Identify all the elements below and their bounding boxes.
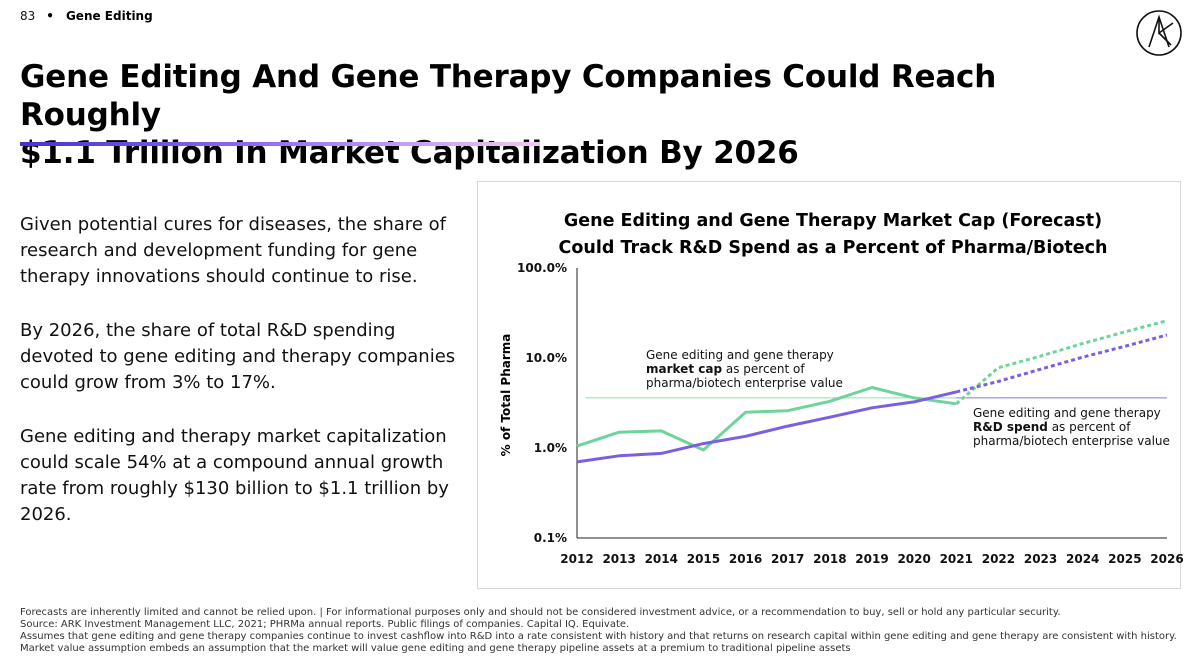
x-tick-label: 2012 — [560, 552, 593, 566]
header-separator: • — [46, 9, 54, 23]
annotation-market-cap-post: as percent of — [725, 362, 805, 376]
footer-line-1: Forecasts are inherently limited and can… — [20, 607, 1061, 618]
x-tick-label: 2018 — [813, 552, 846, 566]
chart-frame — [477, 181, 1181, 589]
title-line-2: $1.1 Trillion In Market Capitalization B… — [20, 135, 799, 171]
series-forecast-line-rd_spend — [955, 333, 1168, 394]
section-name: Gene Editing — [65, 9, 153, 23]
title-underline — [20, 142, 540, 146]
annotation-rd-spend-pre: Gene editing and gene therapy — [973, 406, 1161, 420]
footer-line-3: Assumes that gene editing and gene thera… — [20, 631, 1177, 654]
chart-title-line-1: Gene Editing and Gene Therapy Market Cap… — [563, 211, 1103, 231]
y-tick-label: 100.0% — [517, 261, 567, 275]
x-tick-label: 2020 — [897, 552, 930, 566]
body-paragraph-2: By 2026, the share of total R&D spending… — [20, 320, 456, 393]
ark-logo-icon — [1136, 10, 1182, 56]
footer-disclaimer: Forecasts are inherently limited and can… — [20, 607, 1180, 655]
series-forecast-line-market_cap — [955, 319, 1168, 405]
x-tick-label: 2013 — [602, 552, 635, 566]
x-tick-label: 2015 — [687, 552, 720, 566]
y-tick-label: 10.0% — [525, 351, 567, 365]
x-tick-label: 2026 — [1150, 552, 1183, 566]
annotation-rd-spend-post: as percent of — [1051, 420, 1131, 434]
x-tick-label: 2024 — [1066, 552, 1099, 566]
annotation-rd-spend-bold: R&D spend — [973, 420, 1048, 434]
y-tick-label: 1.0% — [534, 441, 567, 455]
page-number: 83 — [20, 9, 36, 23]
series-line-market_cap — [576, 386, 957, 452]
chart-title-line-2: Could Track R&D Spend as a Percent of Ph… — [558, 238, 1108, 258]
x-tick-label: 2021 — [940, 552, 973, 566]
annotation-market-cap-line3: pharma/biotech enterprise value — [646, 376, 843, 390]
annotation-market-cap-pre: Gene editing and gene therapy — [646, 348, 834, 362]
body-paragraph-3: Gene editing and therapy market capitali… — [20, 426, 449, 525]
annotation-rd-spend: Gene editing and gene therapy R&D spend … — [973, 406, 1173, 448]
body-paragraph-1: Given potential cures for diseases, the … — [20, 214, 446, 287]
page-title: Gene Editing And Gene Therapy Companies … — [20, 58, 1120, 172]
y-tick-label: 0.1% — [534, 531, 567, 545]
chart-title: Gene Editing and Gene Therapy Market Cap… — [477, 208, 1189, 262]
x-tick-label: 2016 — [729, 552, 762, 566]
footer-line-2: Source: ARK Investment Management LLC, 2… — [20, 619, 630, 630]
x-tick-label: 2022 — [982, 552, 1015, 566]
annotation-rd-spend-line3: pharma/biotech enterprise value — [973, 434, 1170, 448]
slide-header: 83 • Gene Editing — [20, 9, 153, 23]
title-line-1: Gene Editing And Gene Therapy Companies … — [20, 59, 997, 133]
x-tick-label: 2025 — [1108, 552, 1141, 566]
annotation-market-cap: Gene editing and gene therapy market cap… — [646, 348, 876, 390]
body-text: Given potential cures for diseases, the … — [20, 212, 465, 556]
x-tick-label: 2019 — [855, 552, 888, 566]
annotation-market-cap-bold: market cap — [646, 362, 723, 376]
y-axis-title: % of Total Pharma — [499, 333, 513, 457]
x-tick-label: 2017 — [771, 552, 804, 566]
x-tick-label: 2014 — [645, 552, 678, 566]
x-tick-label: 2023 — [1024, 552, 1057, 566]
series-line-rd_spend — [576, 390, 957, 464]
chart-svg: 0.1% 1.0% 10.0% 100.0% 2012 2013 2014 2015 2016 2… — [517, 261, 1184, 566]
